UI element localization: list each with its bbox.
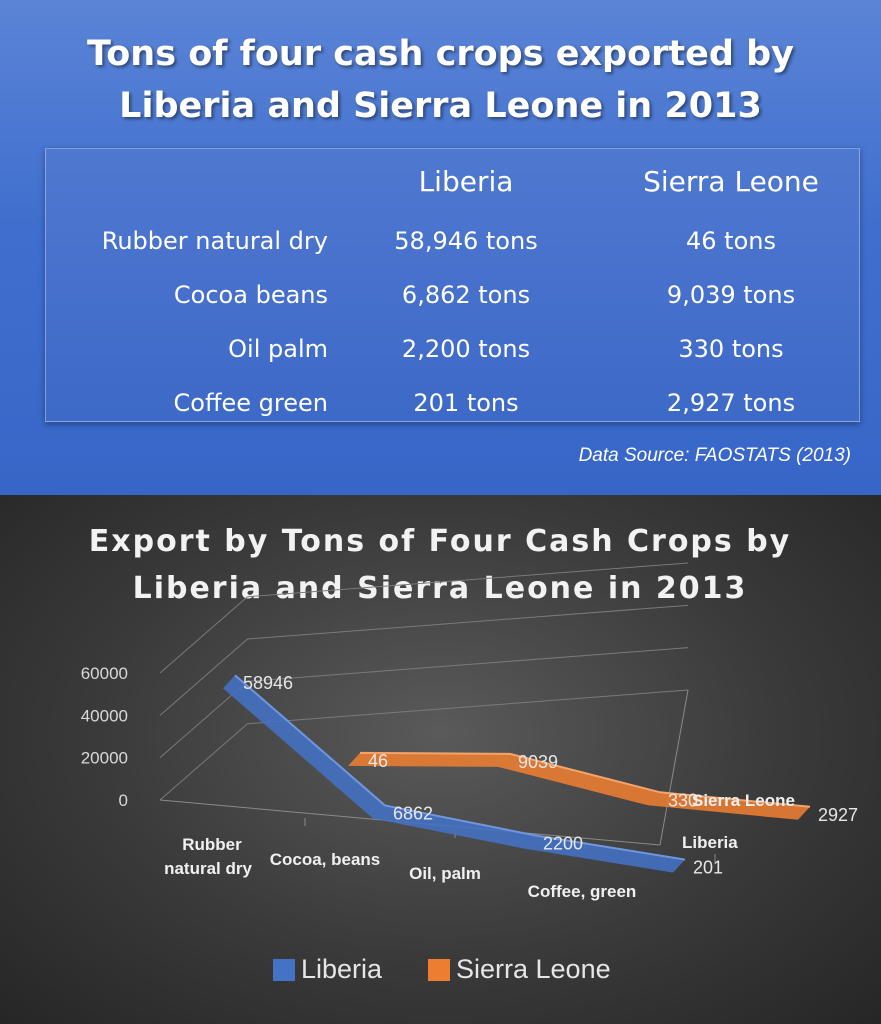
cell-liberia: 6,862 tons (401, 281, 531, 309)
data-label: 201 (693, 858, 723, 878)
series-ribbon-liberia (223, 675, 685, 873)
chart-title-line-1: Export by Tons of Four Cash Crops by (89, 524, 791, 559)
cell-sierra-leone: 9,039 tons (666, 281, 796, 309)
y-tick-label: 0 (119, 791, 128, 810)
legend-label-sierra-leone: Sierra Leone (456, 954, 611, 984)
y-tick-label: 20000 (81, 749, 128, 768)
gridline (159, 562, 689, 674)
y-tick-label: 60000 (81, 664, 128, 683)
chart-canvas: Export by Tons of Four Cash Crops by Lib… (81, 524, 858, 984)
series-axis-label: Liberia (682, 833, 738, 852)
row-label: Cocoa beans (173, 281, 328, 309)
data-source-note: Data Source: FAOSTATS (2013) (578, 445, 851, 466)
cell-sierra-leone: 2,927 tons (666, 389, 796, 417)
x-category-label: Rubber (182, 835, 242, 854)
x-category-label: Oil, palm (409, 864, 481, 883)
plot-area: 0 20000 40000 60000 46 9039 330 2927 58946 6862 22… (81, 562, 858, 984)
data-label: 2200 (543, 833, 583, 853)
data-label: 330 (668, 790, 698, 810)
header-sierra-leone: Sierra Leone (643, 165, 819, 198)
title-line-1: Tons of four cash crops exported by (87, 34, 794, 74)
y-tick-label: 40000 (81, 706, 128, 725)
legend-label-liberia: Liberia (301, 954, 383, 984)
chart-title-line-2: Liberia and Sierra Leone in 2013 (133, 571, 748, 606)
series-ribbon-sierra-leone (348, 752, 810, 820)
x-category-label: Coffee, green (528, 882, 637, 901)
row-label: Rubber natural dry (101, 227, 328, 255)
row-label: Oil palm (228, 335, 328, 363)
cell-sierra-leone: 46 tons (686, 227, 776, 255)
chart-panel: Export by Tons of Four Cash Crops by Lib… (0, 495, 881, 1024)
infographic-title: Tons of four cash crops exported by Libe… (0, 28, 881, 132)
title-line-2: Liberia and Sierra Leone in 2013 (119, 86, 762, 126)
header-liberia: Liberia (418, 165, 514, 198)
legend-swatch-sierra-leone (428, 959, 450, 981)
cell-liberia: 58,946 tons (394, 227, 538, 255)
row-label: Coffee green (173, 389, 328, 417)
x-category-label: natural dry (164, 859, 252, 878)
cell-liberia: 201 tons (413, 389, 519, 417)
gridline (159, 647, 689, 759)
infographic-panel: Tons of four cash crops exported by Libe… (0, 0, 881, 495)
data-label: 58946 (243, 673, 293, 693)
data-label: 46 (368, 751, 388, 771)
series-axis-label: Sierra Leone (692, 791, 795, 810)
depth-axis-line (659, 689, 689, 846)
cell-liberia: 2,200 tons (401, 335, 531, 363)
series-line-liberia (234, 674, 686, 861)
legend-swatch-liberia (273, 959, 295, 981)
gridline (159, 689, 689, 801)
series-line-sierra-leone (359, 751, 811, 808)
x-category-label: Cocoa, beans (270, 850, 381, 869)
gridline (159, 604, 689, 716)
data-label: 9039 (518, 752, 558, 772)
data-label: 2927 (818, 805, 858, 825)
data-table: Liberia Sierra Leone Rubber natural dry … (45, 148, 860, 422)
data-label: 6862 (393, 803, 433, 823)
cell-sierra-leone: 330 tons (678, 335, 784, 363)
